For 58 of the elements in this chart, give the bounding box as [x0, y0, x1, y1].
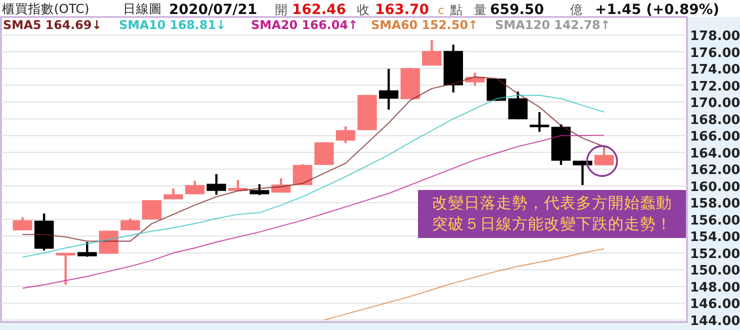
- text: 量: [474, 2, 487, 17]
- y-tick-label: 156.00: [690, 213, 740, 228]
- candlestick: [164, 187, 183, 200]
- y-tick-label: 164.00: [690, 146, 740, 162]
- y-tick-label: 146.00: [690, 297, 740, 312]
- text: SMA20 166.04↑: [251, 18, 358, 32]
- annotation: 突破５日線方能改變下跌的走勢！: [432, 215, 672, 233]
- y-tick-label: 160.00: [690, 180, 740, 195]
- candlestick: [508, 90, 528, 120]
- chart-subtitle: 日線圖: [123, 1, 162, 16]
- line-series: [22, 134, 605, 289]
- y-tick-label: 174.00: [690, 62, 740, 78]
- candlestick: [185, 180, 205, 196]
- candlestick: [250, 183, 270, 196]
- y-tick-label: 148.00: [690, 280, 740, 296]
- text: c: [438, 4, 444, 17]
- candlestick: [594, 144, 614, 166]
- text: SMA10 168.81↓: [119, 18, 226, 32]
- y-tick-label: 162.00: [690, 163, 740, 178]
- y-tick-label: 144.00: [690, 314, 740, 329]
- text: SMA60 152.50↑: [371, 18, 478, 32]
- candlestick: [314, 141, 334, 166]
- y-tick-label: 172.00: [690, 79, 740, 94]
- text: 163.70: [375, 2, 430, 18]
- y-tick-label: 152.00: [690, 246, 740, 262]
- y-tick-label: 166.00: [690, 130, 740, 145]
- y-tick-label: 168.00: [690, 112, 740, 128]
- candlestick: [422, 38, 442, 67]
- candlestick: [206, 173, 226, 196]
- text: SMA5 164.69↓: [3, 18, 102, 32]
- text: 開: [275, 2, 288, 17]
- line-series: [22, 94, 605, 258]
- text: 659.50: [490, 2, 544, 18]
- candlestick: [56, 252, 76, 286]
- text: +1.45 (+0.89%): [595, 2, 720, 18]
- y-tick-label: 150.00: [690, 264, 740, 279]
- text: 收: [357, 2, 370, 17]
- candlestick: [120, 217, 140, 232]
- candlestick: [12, 216, 32, 232]
- chart-title: 櫃買指數(OTC): [2, 1, 90, 16]
- candlestick: [572, 160, 592, 186]
- annotation: 改變日落走勢，代表多方開始蠢動: [432, 194, 672, 212]
- candlestick: [379, 68, 398, 111]
- text: 162.46: [292, 2, 346, 18]
- text: 2020/07/21: [169, 2, 258, 18]
- y-tick-label: 178.00: [690, 29, 740, 44]
- y-tick-label: 154.00: [690, 230, 740, 246]
- candlestick: [77, 240, 97, 258]
- candlestick: [336, 125, 356, 144]
- candlestick: [142, 199, 162, 221]
- y-tick-label: 170.00: [690, 96, 740, 112]
- text: 億: [570, 2, 583, 17]
- legend-label: SMA120 142.78↑: [495, 18, 610, 32]
- text: 點: [449, 2, 463, 17]
- candlestick: [530, 111, 550, 133]
- y-tick-label: 176.00: [690, 46, 740, 61]
- line-series: [324, 248, 605, 321]
- y-tick-label: 158.00: [690, 196, 740, 212]
